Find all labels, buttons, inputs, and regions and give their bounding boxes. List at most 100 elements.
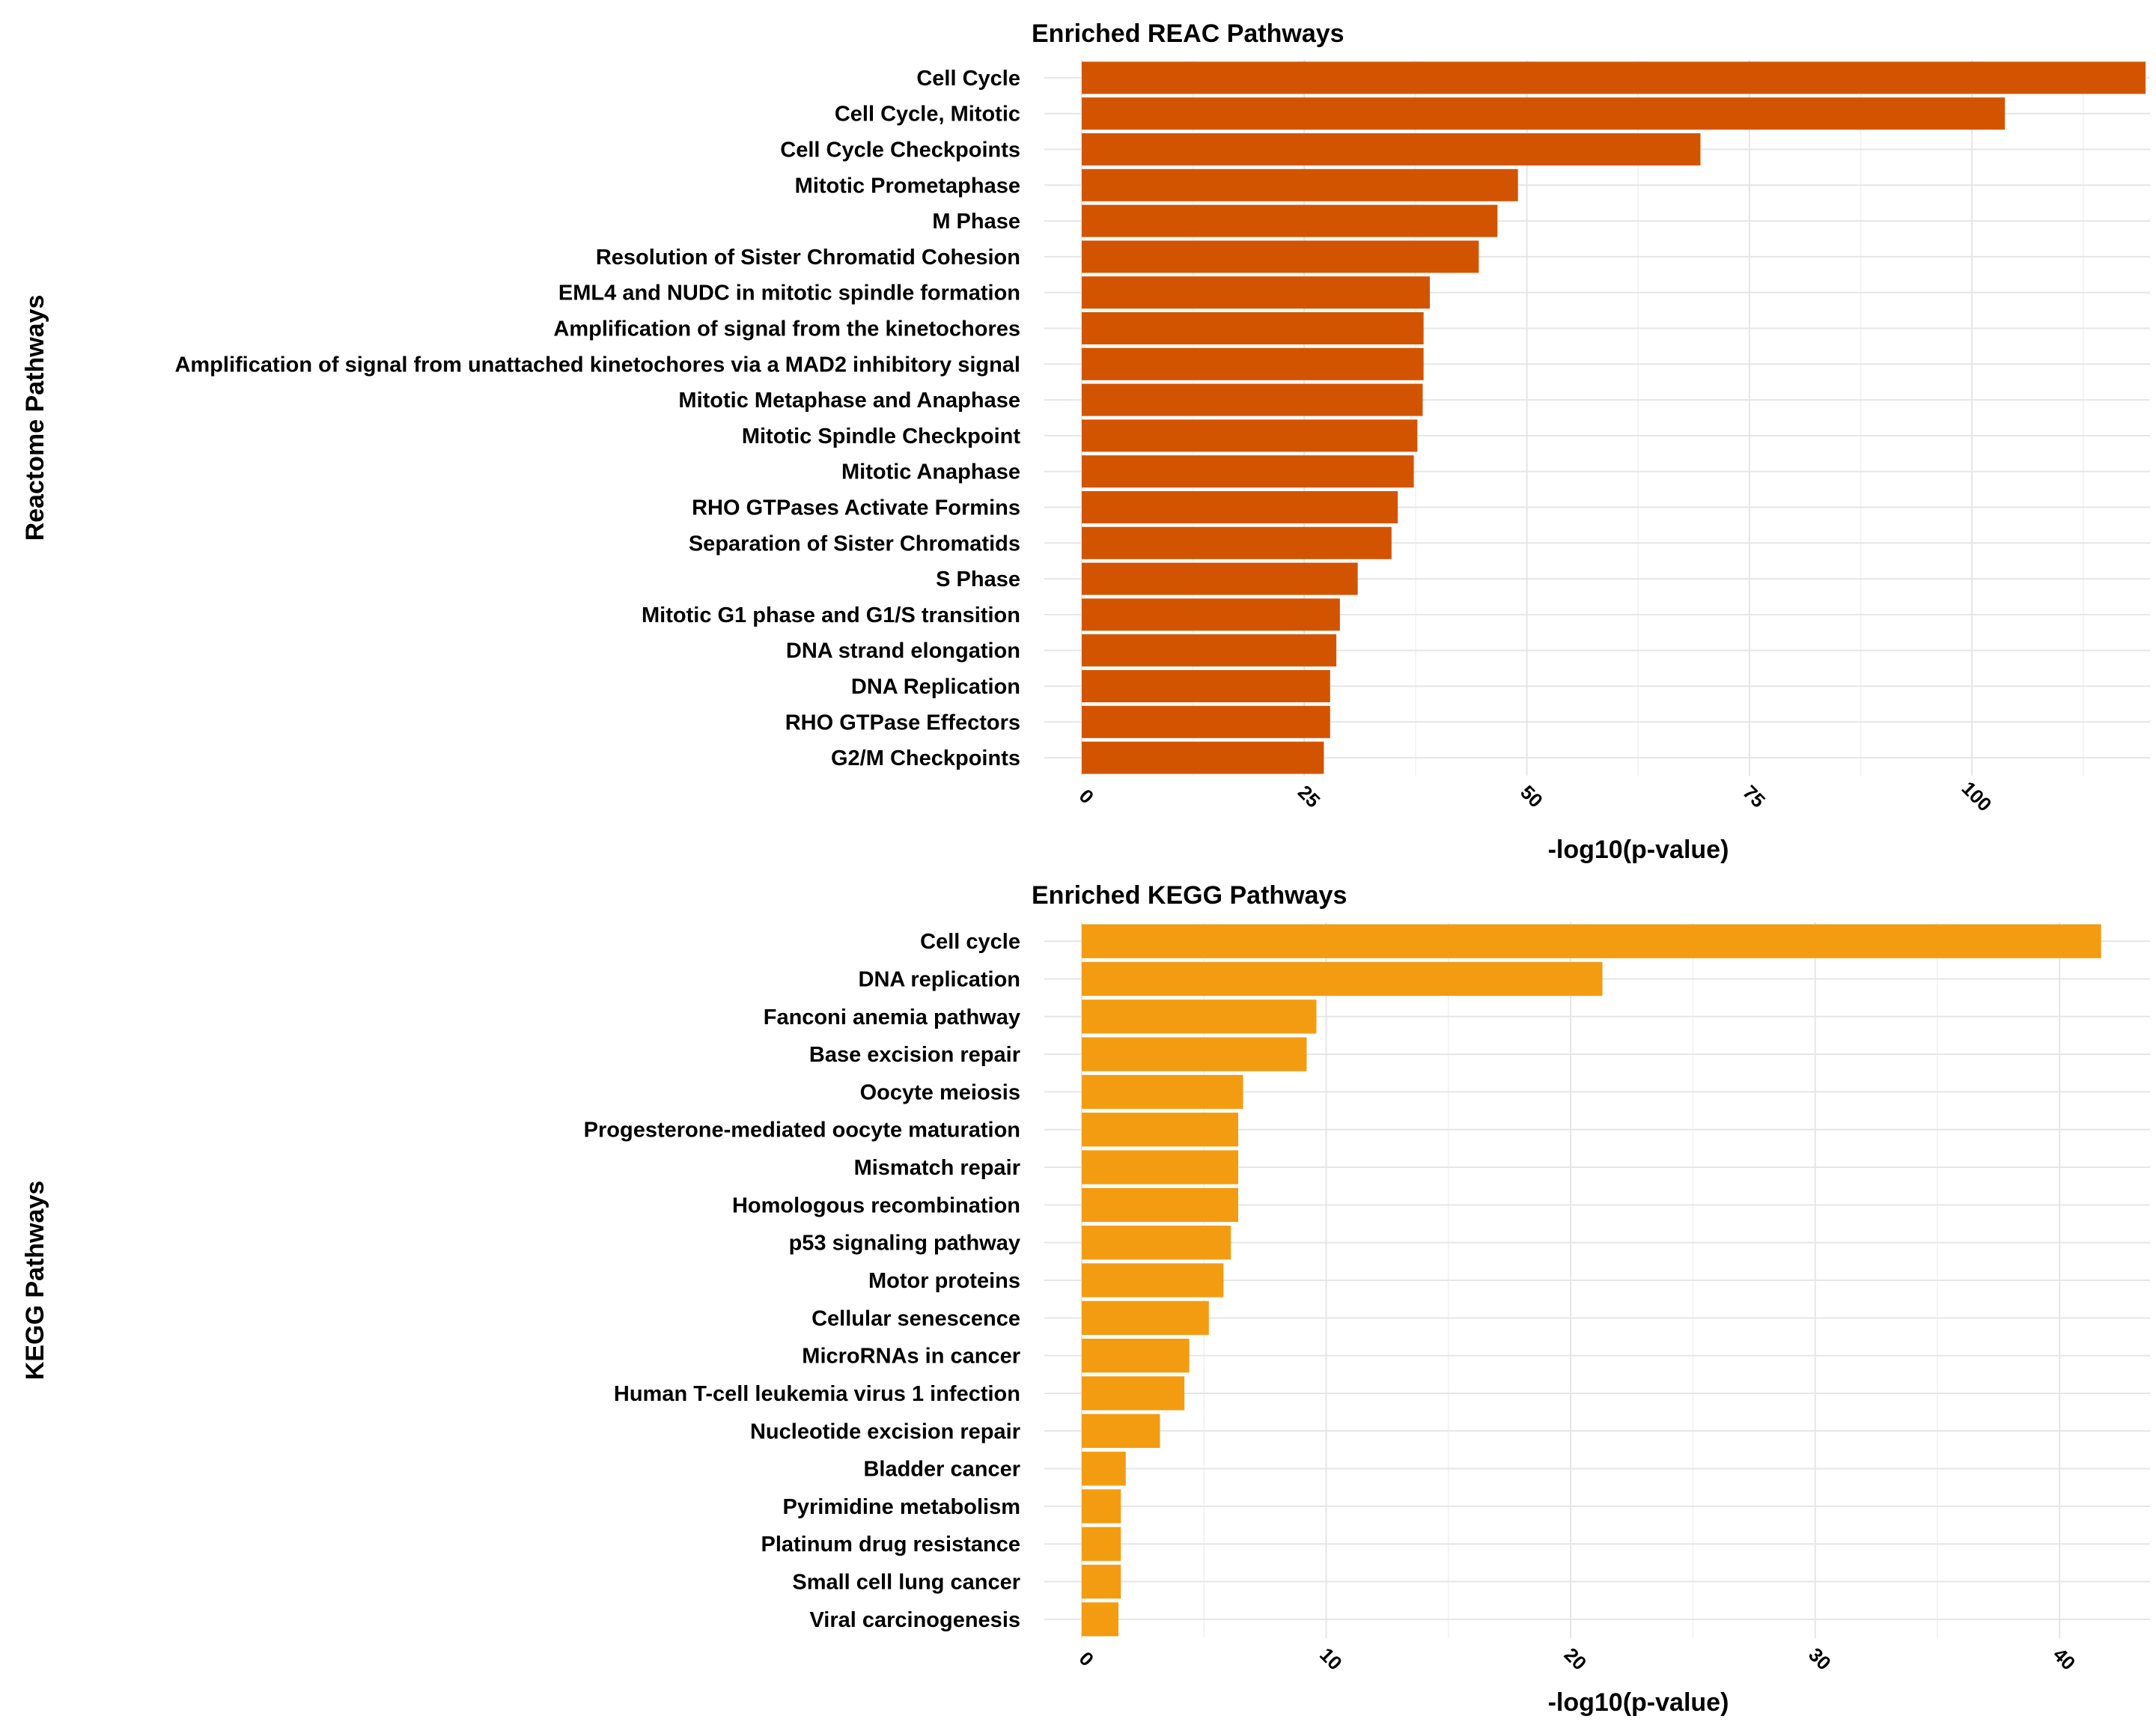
reactome-chart-title: Enriched REAC Pathways — [1032, 19, 1345, 48]
kegg-category-label: Homologous recombination — [732, 1193, 1020, 1217]
reactome-category-label: Cell Cycle Checkpoints — [780, 139, 1020, 162]
reactome-bar — [1082, 598, 1340, 631]
kegg-bar — [1082, 1150, 1238, 1184]
reactome-category-label: Amplification of signal from the kinetoc… — [553, 317, 1020, 341]
kegg-category-label: Mismatch repair — [854, 1156, 1020, 1180]
kegg-category-label: Motor proteins — [868, 1269, 1020, 1293]
reactome-bar — [1082, 133, 1701, 166]
kegg-x-tick-label: 40 — [2049, 1643, 2080, 1675]
reactome-bar — [1082, 240, 1479, 273]
kegg-bar — [1082, 1414, 1160, 1448]
kegg-panel: Enriched KEGG Pathways KEGG Pathways -lo… — [21, 881, 2150, 1717]
kegg-bar — [1082, 924, 2101, 958]
reactome-category-label: Amplification of signal from unattached … — [174, 353, 1020, 377]
reactome-category-label: Mitotic Anaphase — [841, 460, 1020, 484]
kegg-category-label: Cellular senescence — [811, 1306, 1020, 1330]
reactome-category-label: M Phase — [932, 210, 1020, 234]
reactome-bar — [1082, 383, 1423, 416]
reactome-category-label: RHO GTPase Effectors — [785, 711, 1020, 734]
reactome-category-label: G2/M Checkpoints — [831, 746, 1020, 770]
kegg-category-label: Nucleotide excision repair — [750, 1420, 1020, 1443]
reactome-category-label: Mitotic G1 phase and G1/S transition — [642, 603, 1020, 627]
kegg-bar — [1082, 1564, 1121, 1599]
reactome-x-axis-label: -log10(p-value) — [1548, 836, 1729, 864]
kegg-x-tick-label: 0 — [1075, 1647, 1098, 1670]
reactome-category-label: Separation of Sister Chromatids — [689, 532, 1020, 556]
reactome-bar — [1082, 741, 1324, 774]
reactome-x-tick-label: 100 — [1958, 777, 1997, 816]
kegg-bars — [1082, 924, 2101, 1637]
kegg-category-label: Fanconi anemia pathway — [764, 1006, 1020, 1029]
kegg-bar — [1082, 1527, 1121, 1561]
kegg-bar — [1082, 1489, 1121, 1524]
reactome-bar — [1082, 705, 1330, 738]
kegg-bar — [1082, 1338, 1190, 1373]
reactome-x-tick-label: 75 — [1738, 781, 1770, 812]
reactome-category-label: S Phase — [936, 568, 1020, 591]
reactome-bar — [1082, 61, 2146, 94]
kegg-category-label: Pyrimidine metabolism — [783, 1495, 1021, 1519]
kegg-category-label: Oocyte meiosis — [860, 1080, 1020, 1104]
reactome-bar — [1082, 526, 1392, 559]
reactome-category-label: Cell Cycle, Mitotic — [835, 103, 1020, 127]
kegg-category-label: Progesterone-mediated oocyte maturation — [584, 1119, 1020, 1143]
kegg-x-tick-label: 20 — [1560, 1643, 1592, 1675]
reactome-bar — [1082, 204, 1498, 237]
reactome-bar — [1082, 490, 1398, 524]
kegg-category-label: DNA replication — [859, 967, 1020, 991]
kegg-x-axis-label: -log10(p-value) — [1548, 1688, 1729, 1717]
reactome-category-label: Mitotic Metaphase and Anaphase — [678, 389, 1020, 413]
reactome-bar — [1082, 347, 1424, 380]
reactome-bar — [1082, 311, 1424, 345]
kegg-bar — [1082, 1074, 1243, 1110]
kegg-bar — [1082, 1113, 1238, 1147]
reactome-y-axis-label: Reactome Pathways — [21, 295, 49, 541]
reactome-bar — [1082, 562, 1358, 595]
reactome-category-label: Cell Cycle — [916, 67, 1020, 91]
kegg-bar — [1082, 961, 1603, 997]
kegg-bar — [1082, 1602, 1118, 1637]
kegg-category-label: MicroRNAs in cancer — [802, 1345, 1020, 1369]
reactome-bar — [1082, 97, 2006, 130]
kegg-category-label: Small cell lung cancer — [792, 1571, 1020, 1595]
kegg-bar — [1082, 1451, 1126, 1486]
kegg-category-label: Platinum drug resistance — [761, 1533, 1021, 1557]
reactome-x-tick-label: 0 — [1075, 785, 1098, 808]
reactome-grid — [1044, 60, 2150, 776]
reactome-panel: Enriched REAC Pathways Reactome Pathways… — [21, 19, 2150, 864]
kegg-bar — [1082, 1187, 1238, 1223]
reactome-category-label: RHO GTPases Activate Formins — [692, 496, 1020, 520]
reactome-x-tick-label: 50 — [1516, 781, 1547, 812]
kegg-chart-title: Enriched KEGG Pathways — [1032, 881, 1347, 910]
reactome-bar — [1082, 455, 1414, 488]
reactome-category-label: Mitotic Prometaphase — [795, 174, 1020, 198]
kegg-category-label: Bladder cancer — [863, 1458, 1020, 1482]
reactome-category-label: Resolution of Sister Chromatid Cohesion — [596, 246, 1020, 270]
kegg-category-label: Cell cycle — [920, 930, 1020, 954]
reactome-bar — [1082, 634, 1337, 667]
kegg-x-tick-label: 10 — [1315, 1643, 1347, 1675]
reactome-category-label: Mitotic Spindle Checkpoint — [742, 425, 1021, 448]
reactome-bars — [1082, 61, 2146, 774]
kegg-bar — [1082, 1300, 1209, 1335]
kegg-category-label: Base excision repair — [809, 1043, 1020, 1067]
reactome-category-label: DNA Replication — [851, 675, 1020, 699]
kegg-x-tick-label: 30 — [1804, 1643, 1836, 1675]
kegg-bar — [1082, 1037, 1307, 1071]
reactome-x-tick-label: 25 — [1294, 781, 1325, 812]
reactome-bar — [1082, 419, 1418, 452]
reactome-category-label: DNA strand elongation — [786, 639, 1020, 663]
kegg-bar — [1082, 1376, 1185, 1411]
kegg-category-label: Viral carcinogenesis — [809, 1608, 1020, 1632]
kegg-category-label: p53 signaling pathway — [789, 1232, 1020, 1256]
kegg-category-label: Human T-cell leukemia virus 1 infection — [614, 1382, 1020, 1406]
kegg-y-axis-label: KEGG Pathways — [21, 1181, 49, 1380]
reactome-category-label: EML4 and NUDC in mitotic spindle formati… — [558, 282, 1020, 305]
reactome-bar — [1082, 669, 1330, 703]
reactome-bar — [1082, 168, 1518, 201]
reactome-bar — [1082, 276, 1430, 309]
kegg-bar — [1082, 1226, 1231, 1260]
kegg-bar — [1082, 1263, 1224, 1297]
kegg-bar — [1082, 1000, 1317, 1034]
